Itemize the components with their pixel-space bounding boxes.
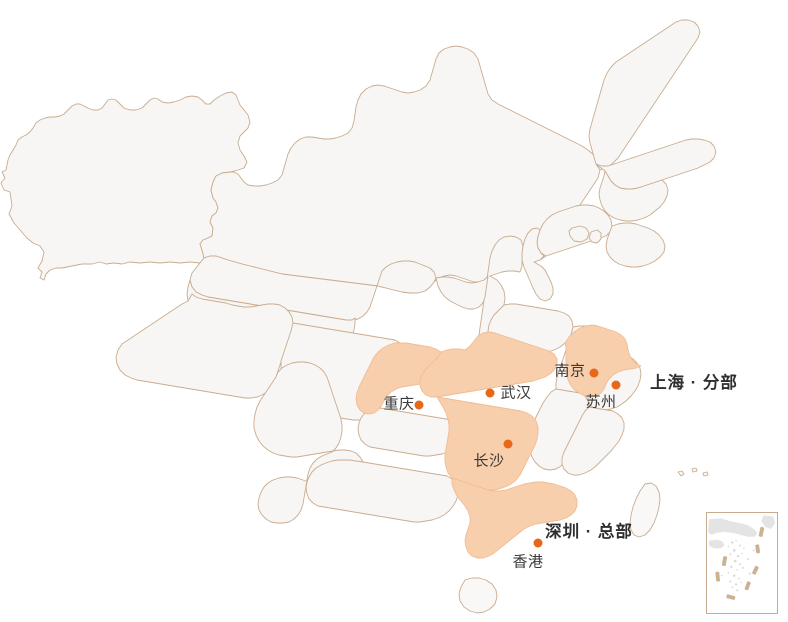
inset-landmass [707,518,758,537]
city-dot-chongqing[interactable] [414,400,424,410]
inset-landmass-right [761,515,776,529]
city-label-hongkong[interactable]: 香港 [512,553,544,571]
city-dot-hongkong[interactable] [533,538,543,548]
province-taiwan[interactable] [629,482,661,538]
islet-group [677,467,709,477]
city-label-wuhan[interactable]: 武汉 [500,384,532,402]
city-label-suzhou[interactable]: 苏州 [585,393,617,411]
province-heilongjiang[interactable] [588,19,701,171]
province-shandong[interactable] [605,222,666,268]
province-guangxi[interactable] [305,459,459,523]
south-china-sea-inset[interactable] [706,512,778,614]
province-shanxi[interactable] [521,227,554,302]
province-xinjiang[interactable] [0,91,251,281]
inset-island-bars [715,526,765,600]
south-china-sea-inset-svg [707,515,776,600]
province-ningxia[interactable] [435,275,489,310]
province-liaoning[interactable] [598,170,669,222]
city-label-shenzhen-headquarters[interactable]: 深圳 · 总部 [545,522,633,541]
province-tibet[interactable] [115,293,294,399]
city-dot-suzhou[interactable] [611,380,621,390]
city-label-shanghai-branch[interactable]: 上海 · 分部 [650,373,738,392]
city-dot-changsha[interactable] [503,439,513,449]
province-fujian[interactable] [561,406,625,476]
province-hubei-highlight[interactable] [419,331,558,398]
province-hainan[interactable] [458,577,498,614]
province-hunan-highlight[interactable] [436,396,539,491]
province-jiangsu-highlight[interactable] [564,324,642,398]
province-beijing[interactable] [568,225,590,243]
province-guizhou[interactable] [357,407,462,457]
province-guangdong-highlight[interactable] [451,477,578,559]
city-dot-nanjing[interactable] [589,368,599,378]
city-dot-wuhan[interactable] [485,388,495,398]
province-tianjin[interactable] [588,229,602,244]
city-label-chongqing[interactable]: 重庆 [383,395,415,413]
inset-landmass-secondary [708,539,725,549]
city-label-nanjing[interactable]: 南京 [554,362,586,380]
city-label-changsha[interactable]: 长沙 [473,452,505,470]
